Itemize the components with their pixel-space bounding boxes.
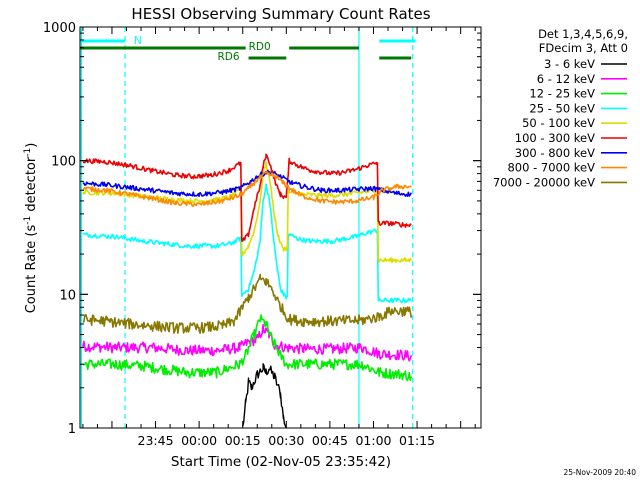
- y-tick-label: 1: [68, 422, 76, 437]
- state-bar-label-n: N: [134, 35, 142, 47]
- legend: Det 1,3,4,5,6,9, FDecim 3, Att 0 3 - 6 k…: [493, 27, 628, 189]
- legend-label-band-300-800: 300 - 800 keV: [515, 146, 595, 160]
- x-axis-label: Start Time (02-Nov-05 23:35:42): [171, 454, 391, 470]
- series-line-band-7000-20000: [82, 273, 413, 334]
- legend-label-band-7000-20000: 7000 - 20000 keV: [493, 175, 595, 189]
- series-line-band-50-100: [82, 161, 412, 264]
- y-tick-label: 100: [51, 155, 76, 170]
- series-line-band-3-6: [242, 363, 287, 429]
- series-line-band-25-50: [82, 183, 413, 304]
- x-tick-label: 00:00: [181, 433, 217, 448]
- chart-title: HESSI Observing Summary Count Rates: [131, 5, 430, 23]
- legend-label-band-800-7000: 800 - 7000 keV: [507, 161, 595, 175]
- y-tick-label: 10: [59, 288, 76, 303]
- x-tick-label: 00:15: [225, 433, 261, 448]
- legend-header-line-1: Det 1,3,4,5,6,9,: [538, 27, 628, 41]
- legend-label-band-12-25: 12 - 25 keV: [529, 87, 595, 101]
- state-bar-label-rd6: RD6: [217, 51, 239, 63]
- legend-label-band-25-50: 25 - 50 keV: [529, 101, 595, 115]
- plot-frame: [79, 26, 482, 429]
- legend-label-band-6-12: 6 - 12 keV: [537, 72, 595, 86]
- footer-date: 25-Nov-2009 20:40: [564, 468, 637, 477]
- legend-label-band-50-100: 50 - 100 keV: [522, 116, 595, 130]
- series-line-band-12-25: [82, 314, 413, 382]
- x-tick-label: 01:15: [399, 433, 435, 448]
- x-tick-label: 00:45: [312, 433, 348, 448]
- y-axis-label: Count Rate (s-1 detector-1): [23, 143, 39, 314]
- state-bar-label-rd0: RD0: [249, 41, 271, 53]
- legend-label-band-100-300: 100 - 300 keV: [515, 131, 595, 145]
- legend-header-line-2: FDecim 3, Att 0: [539, 41, 628, 55]
- series-line-band-800-7000: [82, 170, 412, 207]
- y-tick-label: 1000: [43, 21, 76, 36]
- x-tick-label: 00:30: [268, 433, 304, 448]
- x-tick-label: 23:45: [138, 433, 174, 448]
- x-tick-label: 01:00: [355, 433, 391, 448]
- series-line-band-6-12: [82, 323, 413, 362]
- series-line-band-100-300: [82, 153, 412, 242]
- series-line-band-300-800: [82, 169, 412, 197]
- legend-label-band-3-6: 3 - 6 keV: [544, 57, 595, 71]
